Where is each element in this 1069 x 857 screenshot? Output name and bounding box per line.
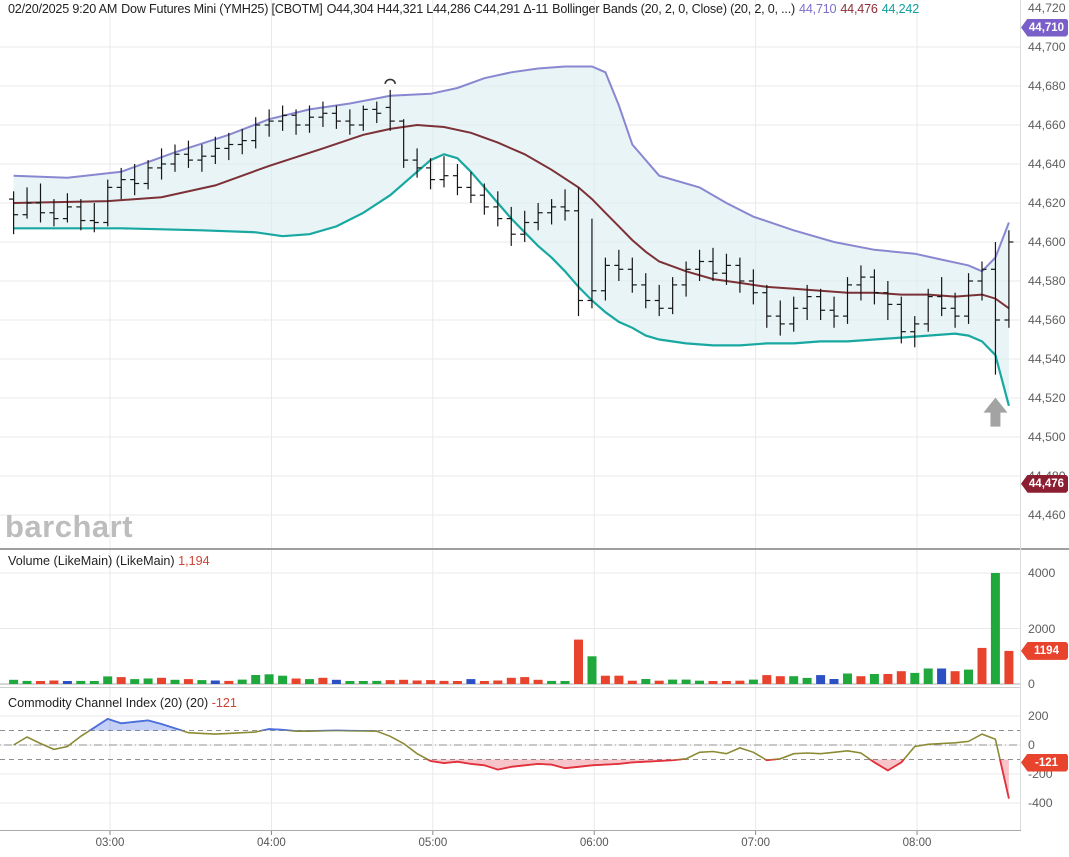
volume-tick-label: 0 (1028, 677, 1035, 691)
main-volume-separator (0, 548, 1069, 550)
cci-tick-label: 0 (1028, 738, 1035, 752)
price-tick-label: 44,680 (1028, 79, 1066, 93)
price-tick-label: 44,560 (1028, 313, 1066, 327)
header-ohlc-values: O44,304 H44,321 L44,286 C44,291 Δ-11 (326, 2, 549, 16)
cci-timeaxis-separator (0, 830, 1021, 831)
volume-gridlines (0, 572, 1020, 685)
price-tick-label: 44,500 (1028, 430, 1066, 444)
volume-tick-label: 2000 (1028, 621, 1056, 636)
time-tick-label: 07:00 (741, 837, 771, 849)
header-datetime: 02/20/2025 9:20 AM (8, 2, 118, 16)
header-bb-lower-value: 44,242 (881, 2, 920, 16)
cci-tick-label: -400 (1028, 796, 1053, 810)
cci-tick-label: 200 (1028, 709, 1049, 723)
volume-cci-separator (0, 687, 1021, 688)
price-tick-label: 44,620 (1028, 196, 1066, 210)
header-study-label: Bollinger Bands (20, 2, 0, Close) (20, 2… (552, 2, 796, 16)
cci-reference-lines (0, 730, 1020, 760)
bollinger-middle-band (13, 123, 1010, 310)
volume-axis-badge: 1194 (1021, 641, 1068, 660)
price-axis-badge: 44,476 (1021, 474, 1068, 493)
time-tick-label: 03:00 (95, 837, 125, 849)
ohlc-bars (9, 89, 1014, 375)
price-tick-label: 44,700 (1028, 40, 1066, 54)
price-tick-label: 44,600 (1028, 235, 1066, 249)
chart-header: 02/20/2025 9:20 AM Dow Futures Mini (YMH2… (8, 2, 923, 16)
price-axis-badge: 44,710 (1021, 18, 1068, 37)
cci-panel-label: Commodity Channel Index (20) (20) -121 (8, 696, 237, 710)
price-axis-border (1020, 0, 1021, 830)
bollinger-upper-band (13, 65, 1010, 273)
time-tick-label: 06:00 (579, 837, 609, 849)
scroll-latest-arrow-icon[interactable] (983, 397, 1008, 427)
header-bb-middle-value: 44,476 (840, 2, 878, 16)
volume-tick-label: 4000 (1028, 566, 1056, 580)
header-symbol: Dow Futures Mini (YMH25) [CBOTM] (121, 2, 323, 16)
volume-current-value: 1,194 (178, 554, 210, 568)
price-tick-label: 44,540 (1028, 352, 1066, 366)
volume-panel-label: Volume (LikeMain) (LikeMain) 1,194 (8, 554, 210, 568)
time-tick-label: 04:00 (257, 837, 286, 849)
barchart-logo: barchart (5, 509, 134, 544)
price-tick-label: 44,520 (1028, 391, 1066, 405)
header-bb-upper-value: 44,710 (799, 2, 837, 16)
time-tick-label: 05:00 (418, 837, 448, 849)
cci-current-value: -121 (211, 696, 237, 710)
cci-oversold-region (13, 759, 1010, 799)
volume-bars (9, 573, 1014, 685)
candlestick-pattern-arc-marker (384, 78, 396, 85)
cci-axis-badge: -121 (1021, 753, 1068, 772)
price-tick-label: 44,580 (1028, 274, 1066, 288)
price-tick-label: 44,660 (1028, 118, 1066, 132)
price-tick-label: 44,640 (1028, 157, 1066, 171)
cci-title: Commodity Channel Index (20) (20) (8, 696, 209, 710)
time-tick-label: 08:00 (902, 837, 932, 849)
price-tick-label: 44,460 (1028, 508, 1066, 522)
cci-overbought-region (13, 717, 1009, 731)
bollinger-band-fill (13, 66, 1009, 406)
chart-plot-area[interactable] (0, 0, 1021, 857)
volume-title: Volume (LikeMain) (LikeMain) (8, 554, 175, 568)
price-tick-label: 44,720 (1028, 1, 1066, 15)
